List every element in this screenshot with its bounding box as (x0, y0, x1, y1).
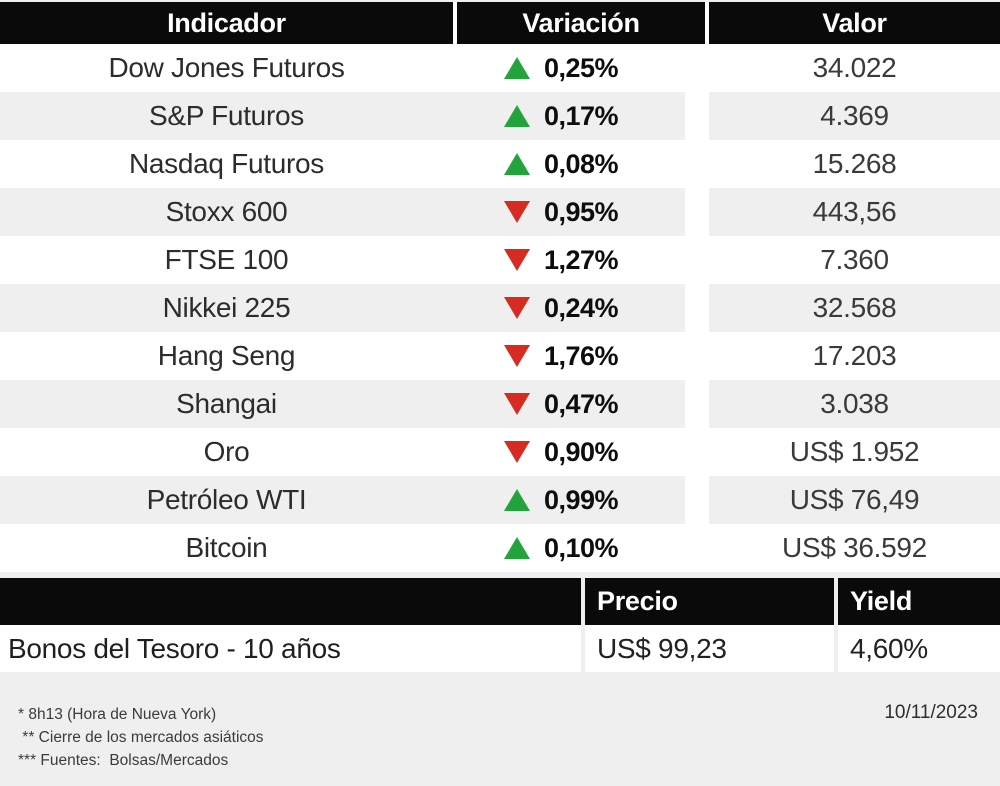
variation-value: 0,25% (543, 52, 619, 83)
footnote-asian-markets: ** Cierre de los mercados asiáticos (18, 729, 264, 746)
indicator-value: US$ 76,49 (709, 476, 1000, 524)
variation-value: 0,95% (543, 196, 619, 227)
table-row: Dow Jones Futuros 0,25% 34.022 (0, 44, 1000, 92)
variation-cell: 0,08% (437, 140, 685, 188)
variation-cell: 0,10% (437, 524, 685, 572)
table-row: Hang Seng 1,76% 17.203 (0, 332, 1000, 380)
variation-value: 1,27% (543, 244, 619, 275)
down-triangle-icon (503, 201, 530, 223)
bond-name: Bonos del Tesoro - 10 años (0, 625, 581, 672)
bond-yield: 4,60% (838, 625, 1000, 672)
indicator-value: 32.568 (709, 284, 1000, 332)
indicator-name: Oro (0, 428, 453, 476)
header-indicator: Indicador (0, 2, 453, 44)
indicator-name: Shangai (0, 380, 453, 428)
variation-cell: 1,76% (437, 332, 685, 380)
variation-cell: 0,17% (437, 92, 685, 140)
variation-cell: 0,47% (437, 380, 685, 428)
up-triangle-icon (503, 489, 530, 511)
indicator-value: 17.203 (709, 332, 1000, 380)
indicator-value: 15.268 (709, 140, 1000, 188)
up-triangle-icon (503, 537, 530, 559)
indicator-value: 34.022 (709, 44, 1000, 92)
bonds-table-header: Precio Yield (0, 578, 1000, 625)
variation-cell: 0,24% (437, 284, 685, 332)
variation-value: 0,10% (543, 532, 619, 563)
indicator-name: Stoxx 600 (0, 188, 453, 236)
variation-cell: 0,90% (437, 428, 685, 476)
table-row: Oro 0,90% US$ 1.952 (0, 428, 1000, 476)
bond-price: US$ 99,23 (585, 625, 834, 672)
indicator-value: 3.038 (709, 380, 1000, 428)
footnote-sources: *** Fuentes: Bolsas/Mercados (18, 752, 229, 769)
table-row: Shangai 0,47% 3.038 (0, 380, 1000, 428)
variation-value: 0,47% (543, 388, 619, 419)
indicator-value: 7.360 (709, 236, 1000, 284)
down-triangle-icon (503, 345, 530, 367)
variation-value: 0,17% (543, 100, 619, 131)
table-row: Bonos del Tesoro - 10 años US$ 99,23 4,6… (0, 625, 1000, 672)
variation-value: 1,76% (543, 340, 619, 371)
table-row: Bitcoin 0,10% US$ 36.592 (0, 524, 1000, 572)
table-row: S&P Futuros 0,17% 4.369 (0, 92, 1000, 140)
header-variation: Variación (457, 2, 705, 44)
indicator-name: Hang Seng (0, 332, 453, 380)
down-triangle-icon (503, 249, 530, 271)
variation-cell: 0,25% (437, 44, 685, 92)
down-triangle-icon (503, 441, 530, 463)
table-row: Nikkei 225 0,24% 32.568 (0, 284, 1000, 332)
variation-value: 0,99% (543, 484, 619, 515)
up-triangle-icon (503, 57, 530, 79)
indicator-value: US$ 36.592 (709, 524, 1000, 572)
variation-cell: 1,27% (437, 236, 685, 284)
up-triangle-icon (503, 105, 530, 127)
header-blank (0, 578, 581, 625)
table-row: Nasdaq Futuros 0,08% 15.268 (0, 140, 1000, 188)
indicator-value: US$ 1.952 (709, 428, 1000, 476)
variation-cell: 0,95% (437, 188, 685, 236)
header-yield: Yield (838, 578, 1000, 625)
header-price: Precio (585, 578, 834, 625)
up-triangle-icon (503, 153, 530, 175)
indicator-name: Nikkei 225 (0, 284, 453, 332)
indicator-name: FTSE 100 (0, 236, 453, 284)
indicator-name: Dow Jones Futuros (0, 44, 453, 92)
header-value: Valor (709, 2, 1000, 44)
indicator-name: Bitcoin (0, 524, 453, 572)
markets-table-header: Indicador Variación Valor (0, 2, 1000, 44)
footer: * 8h13 (Hora de Nueva York) ** Cierre de… (0, 672, 1000, 786)
date-label: 10/11/2023 (884, 702, 978, 723)
footnote-time: * 8h13 (Hora de Nueva York) (18, 706, 217, 723)
indicator-value: 443,56 (709, 188, 1000, 236)
indicator-value: 4.369 (709, 92, 1000, 140)
variation-value: 0,08% (543, 148, 619, 179)
table-row: FTSE 100 1,27% 7.360 (0, 236, 1000, 284)
variation-cell: 0,99% (437, 476, 685, 524)
indicator-name: S&P Futuros (0, 92, 453, 140)
bonds-table: Precio Yield Bonos del Tesoro - 10 años … (0, 578, 1000, 672)
footnotes: * 8h13 (Hora de Nueva York) ** Cierre de… (18, 703, 264, 772)
table-row: Petróleo WTI 0,99% US$ 76,49 (0, 476, 1000, 524)
variation-value: 0,90% (543, 436, 619, 467)
variation-value: 0,24% (543, 292, 619, 323)
down-triangle-icon (503, 393, 530, 415)
indicator-name: Petróleo WTI (0, 476, 453, 524)
indicator-name: Nasdaq Futuros (0, 140, 453, 188)
table-row: Stoxx 600 0,95% 443,56 (0, 188, 1000, 236)
markets-table: Indicador Variación Valor Dow Jones Futu… (0, 2, 1000, 572)
down-triangle-icon (503, 297, 530, 319)
